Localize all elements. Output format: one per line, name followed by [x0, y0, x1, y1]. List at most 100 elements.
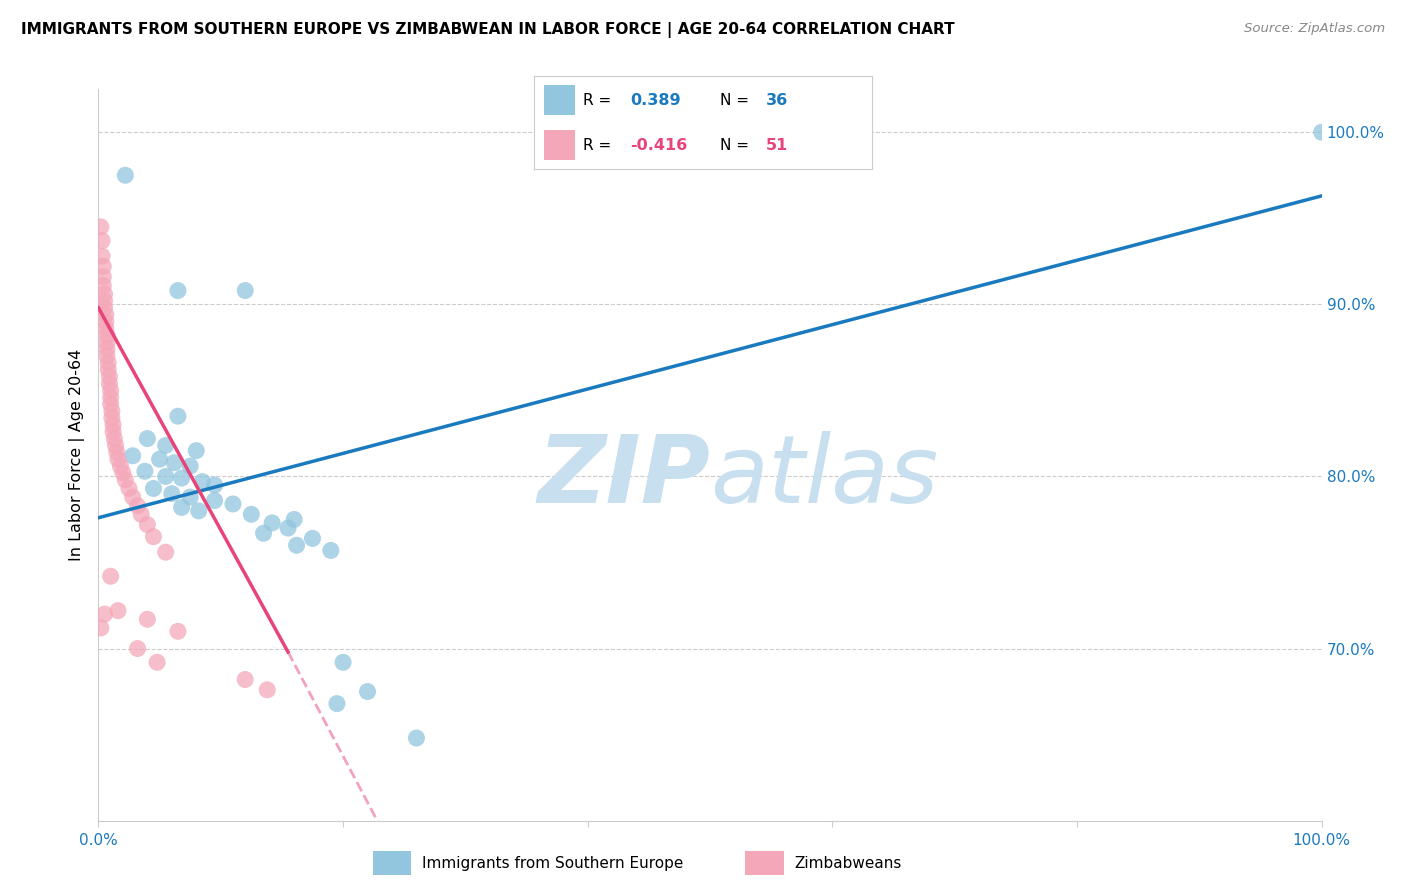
Point	[91, 269, 114, 284]
Point	[167, 624, 190, 639]
Text: -0.416: -0.416	[630, 137, 688, 153]
Point	[127, 499, 149, 513]
Point	[91, 249, 114, 263]
Point	[326, 697, 349, 711]
Point	[285, 538, 308, 552]
Point	[103, 432, 125, 446]
Point	[100, 569, 122, 583]
Text: Immigrants from Southern Europe: Immigrants from Southern Europe	[422, 855, 683, 871]
Point	[101, 411, 124, 425]
Point	[98, 376, 121, 391]
Point	[283, 512, 305, 526]
Text: 51: 51	[765, 137, 787, 153]
Point	[204, 493, 226, 508]
Text: N =: N =	[720, 137, 754, 153]
Point	[146, 655, 169, 669]
Point	[110, 459, 132, 474]
Point	[96, 328, 118, 343]
Point	[114, 473, 136, 487]
Point	[204, 478, 226, 492]
Point	[93, 301, 115, 315]
Point	[332, 655, 354, 669]
Bar	[745, 851, 785, 875]
Point	[187, 504, 209, 518]
Point	[93, 607, 115, 621]
Point	[170, 471, 193, 485]
Point	[96, 342, 118, 356]
Point	[170, 500, 193, 515]
Point	[179, 490, 201, 504]
Point	[100, 397, 122, 411]
Point	[252, 526, 274, 541]
Point	[91, 260, 114, 274]
Point	[121, 490, 143, 504]
Point	[149, 452, 172, 467]
Point	[94, 321, 117, 335]
Point	[222, 497, 245, 511]
Point	[101, 404, 124, 418]
Text: R =: R =	[583, 137, 616, 153]
Point	[233, 284, 256, 298]
Point	[256, 682, 278, 697]
Point	[100, 384, 122, 398]
Point	[90, 621, 112, 635]
Point	[93, 293, 115, 308]
Point	[96, 335, 118, 350]
Point	[155, 469, 177, 483]
Point	[90, 219, 112, 234]
Text: IMMIGRANTS FROM SOUTHERN EUROPE VS ZIMBABWEAN IN LABOR FORCE | AGE 20-64 CORRELA: IMMIGRANTS FROM SOUTHERN EUROPE VS ZIMBA…	[21, 22, 955, 38]
Point	[100, 390, 122, 404]
Point	[136, 517, 159, 532]
Point	[186, 443, 208, 458]
Point	[104, 438, 127, 452]
Point	[98, 369, 121, 384]
Point	[136, 612, 159, 626]
Point	[277, 521, 299, 535]
Point	[93, 287, 115, 301]
Point	[163, 456, 186, 470]
Point	[167, 284, 190, 298]
Point	[301, 532, 323, 546]
Point	[114, 168, 136, 182]
Point	[262, 516, 284, 530]
Point	[91, 278, 114, 293]
Point	[233, 673, 256, 687]
Point	[240, 508, 263, 522]
Point	[319, 543, 342, 558]
Bar	[544, 130, 575, 160]
Point	[179, 459, 201, 474]
Point	[129, 508, 152, 522]
Text: R =: R =	[583, 93, 616, 108]
Point	[97, 362, 120, 376]
Point	[107, 604, 129, 618]
Point	[101, 425, 124, 439]
Y-axis label: In Labor Force | Age 20-64: In Labor Force | Age 20-64	[69, 349, 84, 561]
Point	[167, 409, 190, 424]
Point	[142, 530, 165, 544]
Point	[96, 349, 118, 363]
Point	[121, 449, 143, 463]
Bar	[373, 851, 412, 875]
Text: 36: 36	[765, 93, 787, 108]
Point	[105, 445, 128, 459]
Point	[94, 308, 117, 322]
Point	[136, 432, 159, 446]
Point	[127, 641, 149, 656]
Point	[356, 684, 378, 698]
Point	[160, 486, 183, 500]
Text: ZIP: ZIP	[537, 431, 710, 523]
Text: N =: N =	[720, 93, 754, 108]
Point	[101, 417, 124, 432]
Point	[118, 482, 141, 496]
Text: 0.389: 0.389	[630, 93, 681, 108]
Point	[142, 482, 165, 496]
Point	[91, 234, 114, 248]
Point	[97, 356, 120, 370]
Bar	[544, 85, 575, 115]
Point	[111, 466, 134, 480]
Point	[134, 464, 156, 478]
Text: Zimbabweans: Zimbabweans	[794, 855, 901, 871]
Point	[1310, 125, 1333, 139]
Point	[155, 438, 177, 452]
Text: atlas: atlas	[710, 432, 938, 523]
